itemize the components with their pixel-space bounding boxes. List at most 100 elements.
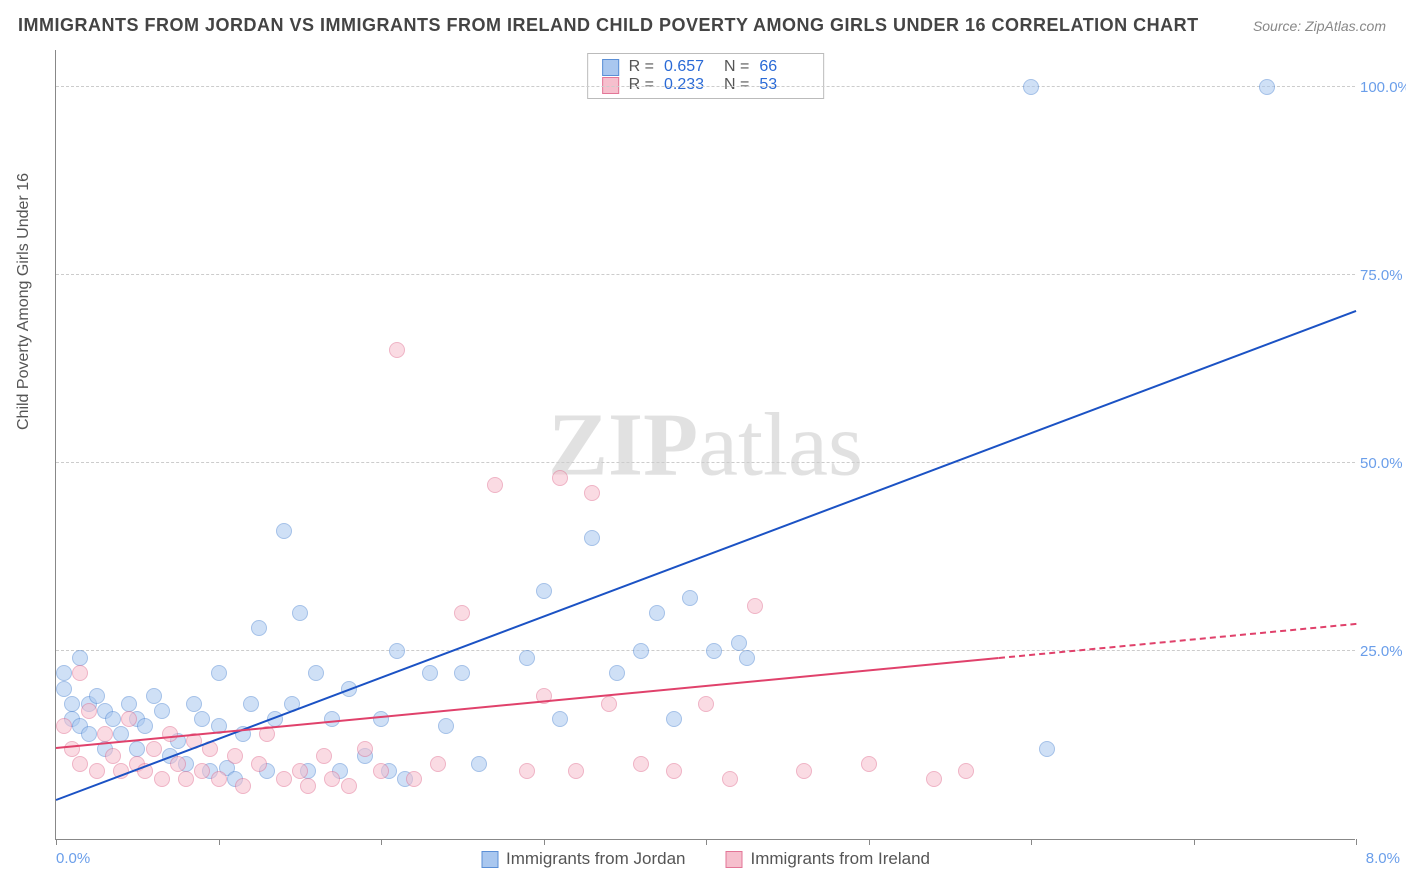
data-point: [747, 598, 763, 614]
data-point: [698, 696, 714, 712]
data-point: [389, 342, 405, 358]
data-point: [81, 703, 97, 719]
data-point: [243, 696, 259, 712]
x-tick-mark: [1031, 839, 1032, 845]
y-tick-label: 50.0%: [1360, 455, 1406, 472]
data-point: [324, 711, 340, 727]
data-point: [389, 643, 405, 659]
legend-item: Immigrants from Ireland: [726, 849, 931, 869]
data-point: [422, 665, 438, 681]
data-point: [316, 748, 332, 764]
data-point: [121, 696, 137, 712]
data-point: [121, 711, 137, 727]
data-point: [552, 711, 568, 727]
data-point: [552, 470, 568, 486]
stat-r-label: R =: [629, 58, 654, 76]
data-point: [430, 756, 446, 772]
x-tick-mark: [219, 839, 220, 845]
data-point: [731, 635, 747, 651]
trend-line: [998, 623, 1356, 659]
data-point: [251, 620, 267, 636]
data-point: [72, 756, 88, 772]
data-point: [633, 756, 649, 772]
data-point: [536, 583, 552, 599]
data-point: [146, 688, 162, 704]
data-point: [958, 763, 974, 779]
data-point: [324, 771, 340, 787]
data-point: [235, 778, 251, 794]
data-point: [926, 771, 942, 787]
x-tick-mark: [706, 839, 707, 845]
data-point: [292, 763, 308, 779]
chart-container: IMMIGRANTS FROM JORDAN VS IMMIGRANTS FRO…: [0, 0, 1406, 892]
data-point: [194, 711, 210, 727]
x-tick-mark: [544, 839, 545, 845]
data-point: [438, 718, 454, 734]
data-point: [72, 665, 88, 681]
data-point: [471, 756, 487, 772]
gridline: [56, 86, 1355, 87]
data-point: [56, 718, 72, 734]
data-point: [300, 778, 316, 794]
data-point: [454, 665, 470, 681]
chart-title: IMMIGRANTS FROM JORDAN VS IMMIGRANTS FRO…: [18, 15, 1199, 36]
data-point: [519, 650, 535, 666]
stats-row: R = 0.657 N = 66: [602, 58, 810, 76]
data-point: [666, 711, 682, 727]
data-point: [211, 665, 227, 681]
data-point: [601, 696, 617, 712]
data-point: [276, 523, 292, 539]
data-point: [633, 643, 649, 659]
data-point: [129, 741, 145, 757]
data-point: [89, 763, 105, 779]
data-point: [1039, 741, 1055, 757]
series-legend: Immigrants from Jordan Immigrants from Ir…: [481, 849, 930, 869]
data-point: [584, 485, 600, 501]
y-axis-label: Child Poverty Among Girls Under 16: [15, 173, 33, 430]
data-point: [276, 771, 292, 787]
data-point: [162, 726, 178, 742]
data-point: [81, 726, 97, 742]
data-point: [137, 718, 153, 734]
data-point: [194, 763, 210, 779]
data-point: [861, 756, 877, 772]
data-point: [97, 726, 113, 742]
data-point: [292, 605, 308, 621]
legend-label: Immigrants from Jordan: [506, 849, 686, 869]
watermark: ZIPatlas: [548, 393, 863, 496]
data-point: [154, 771, 170, 787]
data-point: [406, 771, 422, 787]
data-point: [227, 748, 243, 764]
stat-r-value: 0.657: [664, 58, 714, 76]
data-point: [373, 711, 389, 727]
gridline: [56, 274, 1355, 275]
data-point: [584, 530, 600, 546]
data-point: [105, 711, 121, 727]
data-point: [519, 763, 535, 779]
data-point: [72, 650, 88, 666]
x-tick-mark: [56, 839, 57, 845]
data-point: [722, 771, 738, 787]
x-tick-mark: [1356, 839, 1357, 845]
data-point: [373, 763, 389, 779]
source-attribution: Source: ZipAtlas.com: [1253, 18, 1386, 34]
data-point: [454, 605, 470, 621]
data-point: [211, 771, 227, 787]
data-point: [609, 665, 625, 681]
stat-n-label: N =: [724, 58, 749, 76]
x-axis-max-label: 8.0%: [1366, 850, 1400, 867]
data-point: [170, 756, 186, 772]
data-point: [178, 771, 194, 787]
legend-swatch: [481, 851, 498, 868]
data-point: [64, 741, 80, 757]
x-tick-mark: [1194, 839, 1195, 845]
stat-n-value: 66: [759, 58, 809, 76]
x-axis-min-label: 0.0%: [56, 850, 90, 867]
legend-item: Immigrants from Jordan: [481, 849, 686, 869]
data-point: [649, 605, 665, 621]
data-point: [341, 778, 357, 794]
data-point: [796, 763, 812, 779]
legend-swatch: [726, 851, 743, 868]
data-point: [682, 590, 698, 606]
data-point: [146, 741, 162, 757]
